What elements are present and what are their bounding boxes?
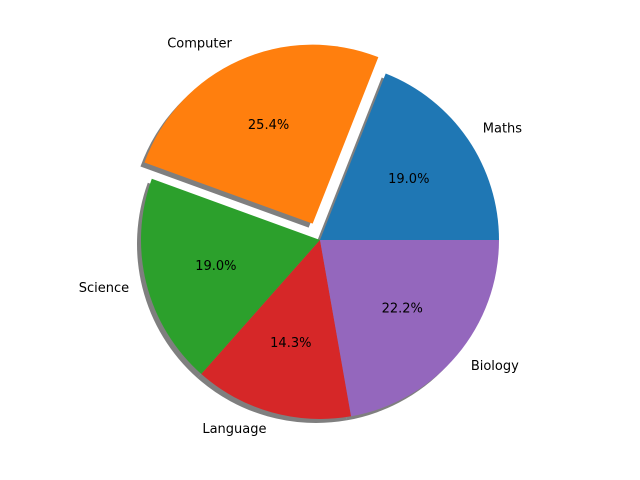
pct-maths: 19.0% — [388, 172, 429, 187]
slice-layer — [141, 44, 500, 419]
label-biology: Biology — [471, 359, 519, 374]
slice-biology — [320, 240, 500, 417]
pct-language: 14.3% — [270, 336, 311, 351]
label-computer: Computer — [167, 37, 232, 52]
slice-science — [141, 178, 320, 374]
slice-computer — [144, 44, 379, 224]
pct-computer: 25.4% — [248, 118, 289, 133]
pct-biology: 22.2% — [382, 302, 423, 317]
slice-maths — [320, 73, 499, 240]
label-language: Language — [202, 422, 266, 437]
slice-language — [201, 240, 352, 419]
label-layer: Maths 19.0% Computer 25.4% Science 19.0% Langu… — [79, 37, 523, 437]
pct-science: 19.0% — [195, 259, 236, 274]
label-science: Science — [79, 281, 129, 296]
label-maths: Maths — [483, 122, 523, 137]
